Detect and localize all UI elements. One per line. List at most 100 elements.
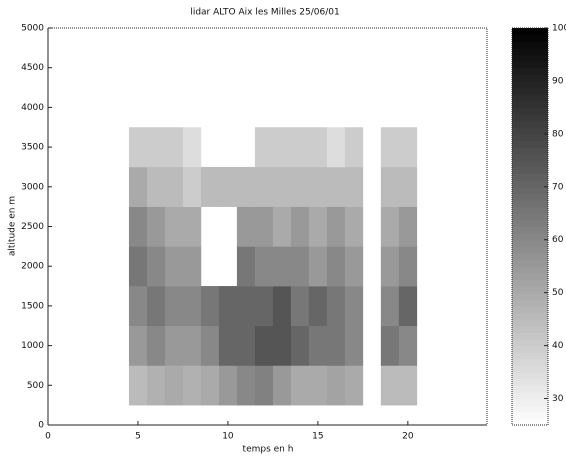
colorbar-swatch xyxy=(512,120,548,128)
heat-cell xyxy=(236,286,256,327)
colorbar-swatch xyxy=(512,200,548,208)
heat-cell xyxy=(290,246,310,287)
colorbar-tick-label: 90 xyxy=(552,76,564,86)
colorbar-swatch xyxy=(512,391,548,400)
colorbar-swatch xyxy=(512,28,548,36)
heat-cell xyxy=(236,166,256,207)
heat-cell xyxy=(182,127,202,168)
colorbar-swatch xyxy=(512,226,548,234)
colorbar-swatch xyxy=(512,153,548,161)
colorbar-swatch xyxy=(512,61,548,69)
heat-cell xyxy=(344,325,364,366)
y-axis-label: altitude en m xyxy=(8,196,18,256)
heat-cell xyxy=(380,286,400,327)
colorbar-swatch xyxy=(512,252,548,261)
heat-cell xyxy=(344,286,364,327)
colorbar-swatch xyxy=(512,365,548,373)
colorbar-tick-label: 70 xyxy=(552,182,564,192)
heat-cell xyxy=(128,325,148,366)
heat-cell xyxy=(146,286,166,327)
heat-cell xyxy=(146,166,166,207)
heat-cell xyxy=(146,127,166,168)
colorbar-swatch xyxy=(512,67,548,75)
heat-cell xyxy=(254,166,274,207)
colorbar-swatch xyxy=(512,180,548,188)
heat-cell xyxy=(272,246,292,287)
y-tick-label: 3000 xyxy=(21,182,44,192)
heat-cell xyxy=(182,206,202,247)
y-tick-label: 2000 xyxy=(21,262,44,272)
x-tick-label: 15 xyxy=(312,432,323,442)
heat-cell xyxy=(308,246,328,287)
colorbar-swatch xyxy=(512,114,548,122)
colorbar-swatch xyxy=(512,233,548,241)
colorbar-swatch xyxy=(512,378,548,386)
colorbar-swatch xyxy=(512,80,548,89)
heat-cell xyxy=(380,127,400,168)
colorbar-swatch xyxy=(512,246,548,254)
colorbar-swatch xyxy=(512,133,548,141)
heat-cell xyxy=(128,365,148,406)
heat-cell xyxy=(164,166,184,207)
colorbar-tick-label: 80 xyxy=(552,129,564,139)
colorbar-swatch xyxy=(512,418,548,426)
colorbar-swatch xyxy=(512,312,548,320)
colorbar-swatch xyxy=(512,352,548,360)
colorbar-swatch xyxy=(512,41,548,49)
colorbar-swatch xyxy=(512,140,548,148)
heat-cell xyxy=(236,246,256,287)
y-tick-label: 5000 xyxy=(21,24,44,34)
heat-cell xyxy=(218,365,238,406)
heat-cell xyxy=(380,365,400,406)
heat-cell xyxy=(236,325,256,366)
colorbar-swatch xyxy=(512,173,548,181)
heat-cell xyxy=(182,166,202,207)
colorbar-swatch xyxy=(512,87,548,95)
heat-cell xyxy=(254,286,274,327)
heat-cell xyxy=(272,325,292,366)
x-axis-label: temps en h xyxy=(243,445,294,455)
heat-cell xyxy=(146,206,166,247)
colorbar-swatch xyxy=(512,358,548,366)
heat-cell xyxy=(398,127,418,168)
y-tick-label: 3500 xyxy=(21,143,44,153)
heat-cell xyxy=(398,286,418,327)
x-tick-label: 20 xyxy=(402,432,414,442)
heat-cell xyxy=(218,166,238,207)
colorbar-swatch xyxy=(512,94,548,102)
colorbar-tick-label: 100 xyxy=(552,24,566,34)
colorbar-swatch xyxy=(512,299,548,307)
y-tick-label: 0 xyxy=(38,421,44,431)
colorbar-swatch xyxy=(512,54,548,62)
heat-cell xyxy=(128,286,148,327)
heat-cell xyxy=(344,127,364,168)
heat-cell xyxy=(308,206,328,247)
heat-cell xyxy=(218,325,238,366)
x-tick-label: 10 xyxy=(222,432,234,442)
colorbar-swatch xyxy=(512,239,548,247)
colorbar-swatch xyxy=(512,193,548,201)
heat-cell xyxy=(182,365,202,406)
colorbar-swatch xyxy=(512,266,548,274)
heat-cell xyxy=(128,246,148,287)
colorbar-swatch xyxy=(512,279,548,287)
heat-cell xyxy=(344,365,364,406)
colorbar-swatch xyxy=(512,345,548,353)
colorbar-tick-label: 30 xyxy=(552,394,564,404)
heat-cell xyxy=(164,246,184,287)
heat-cell xyxy=(290,206,310,247)
heat-cell xyxy=(254,325,274,366)
heat-cell xyxy=(380,206,400,247)
colorbar-swatch xyxy=(512,147,548,155)
colorbar-swatch xyxy=(512,186,548,194)
colorbar-swatch xyxy=(512,332,548,340)
heat-cell xyxy=(272,206,292,247)
heat-cell xyxy=(164,365,184,406)
heat-cell xyxy=(308,286,328,327)
colorbar-swatch xyxy=(512,160,548,168)
heat-cell xyxy=(254,246,274,287)
colorbar-swatch xyxy=(512,405,548,413)
colorbar-swatch xyxy=(512,34,548,42)
heat-cell xyxy=(272,127,292,168)
